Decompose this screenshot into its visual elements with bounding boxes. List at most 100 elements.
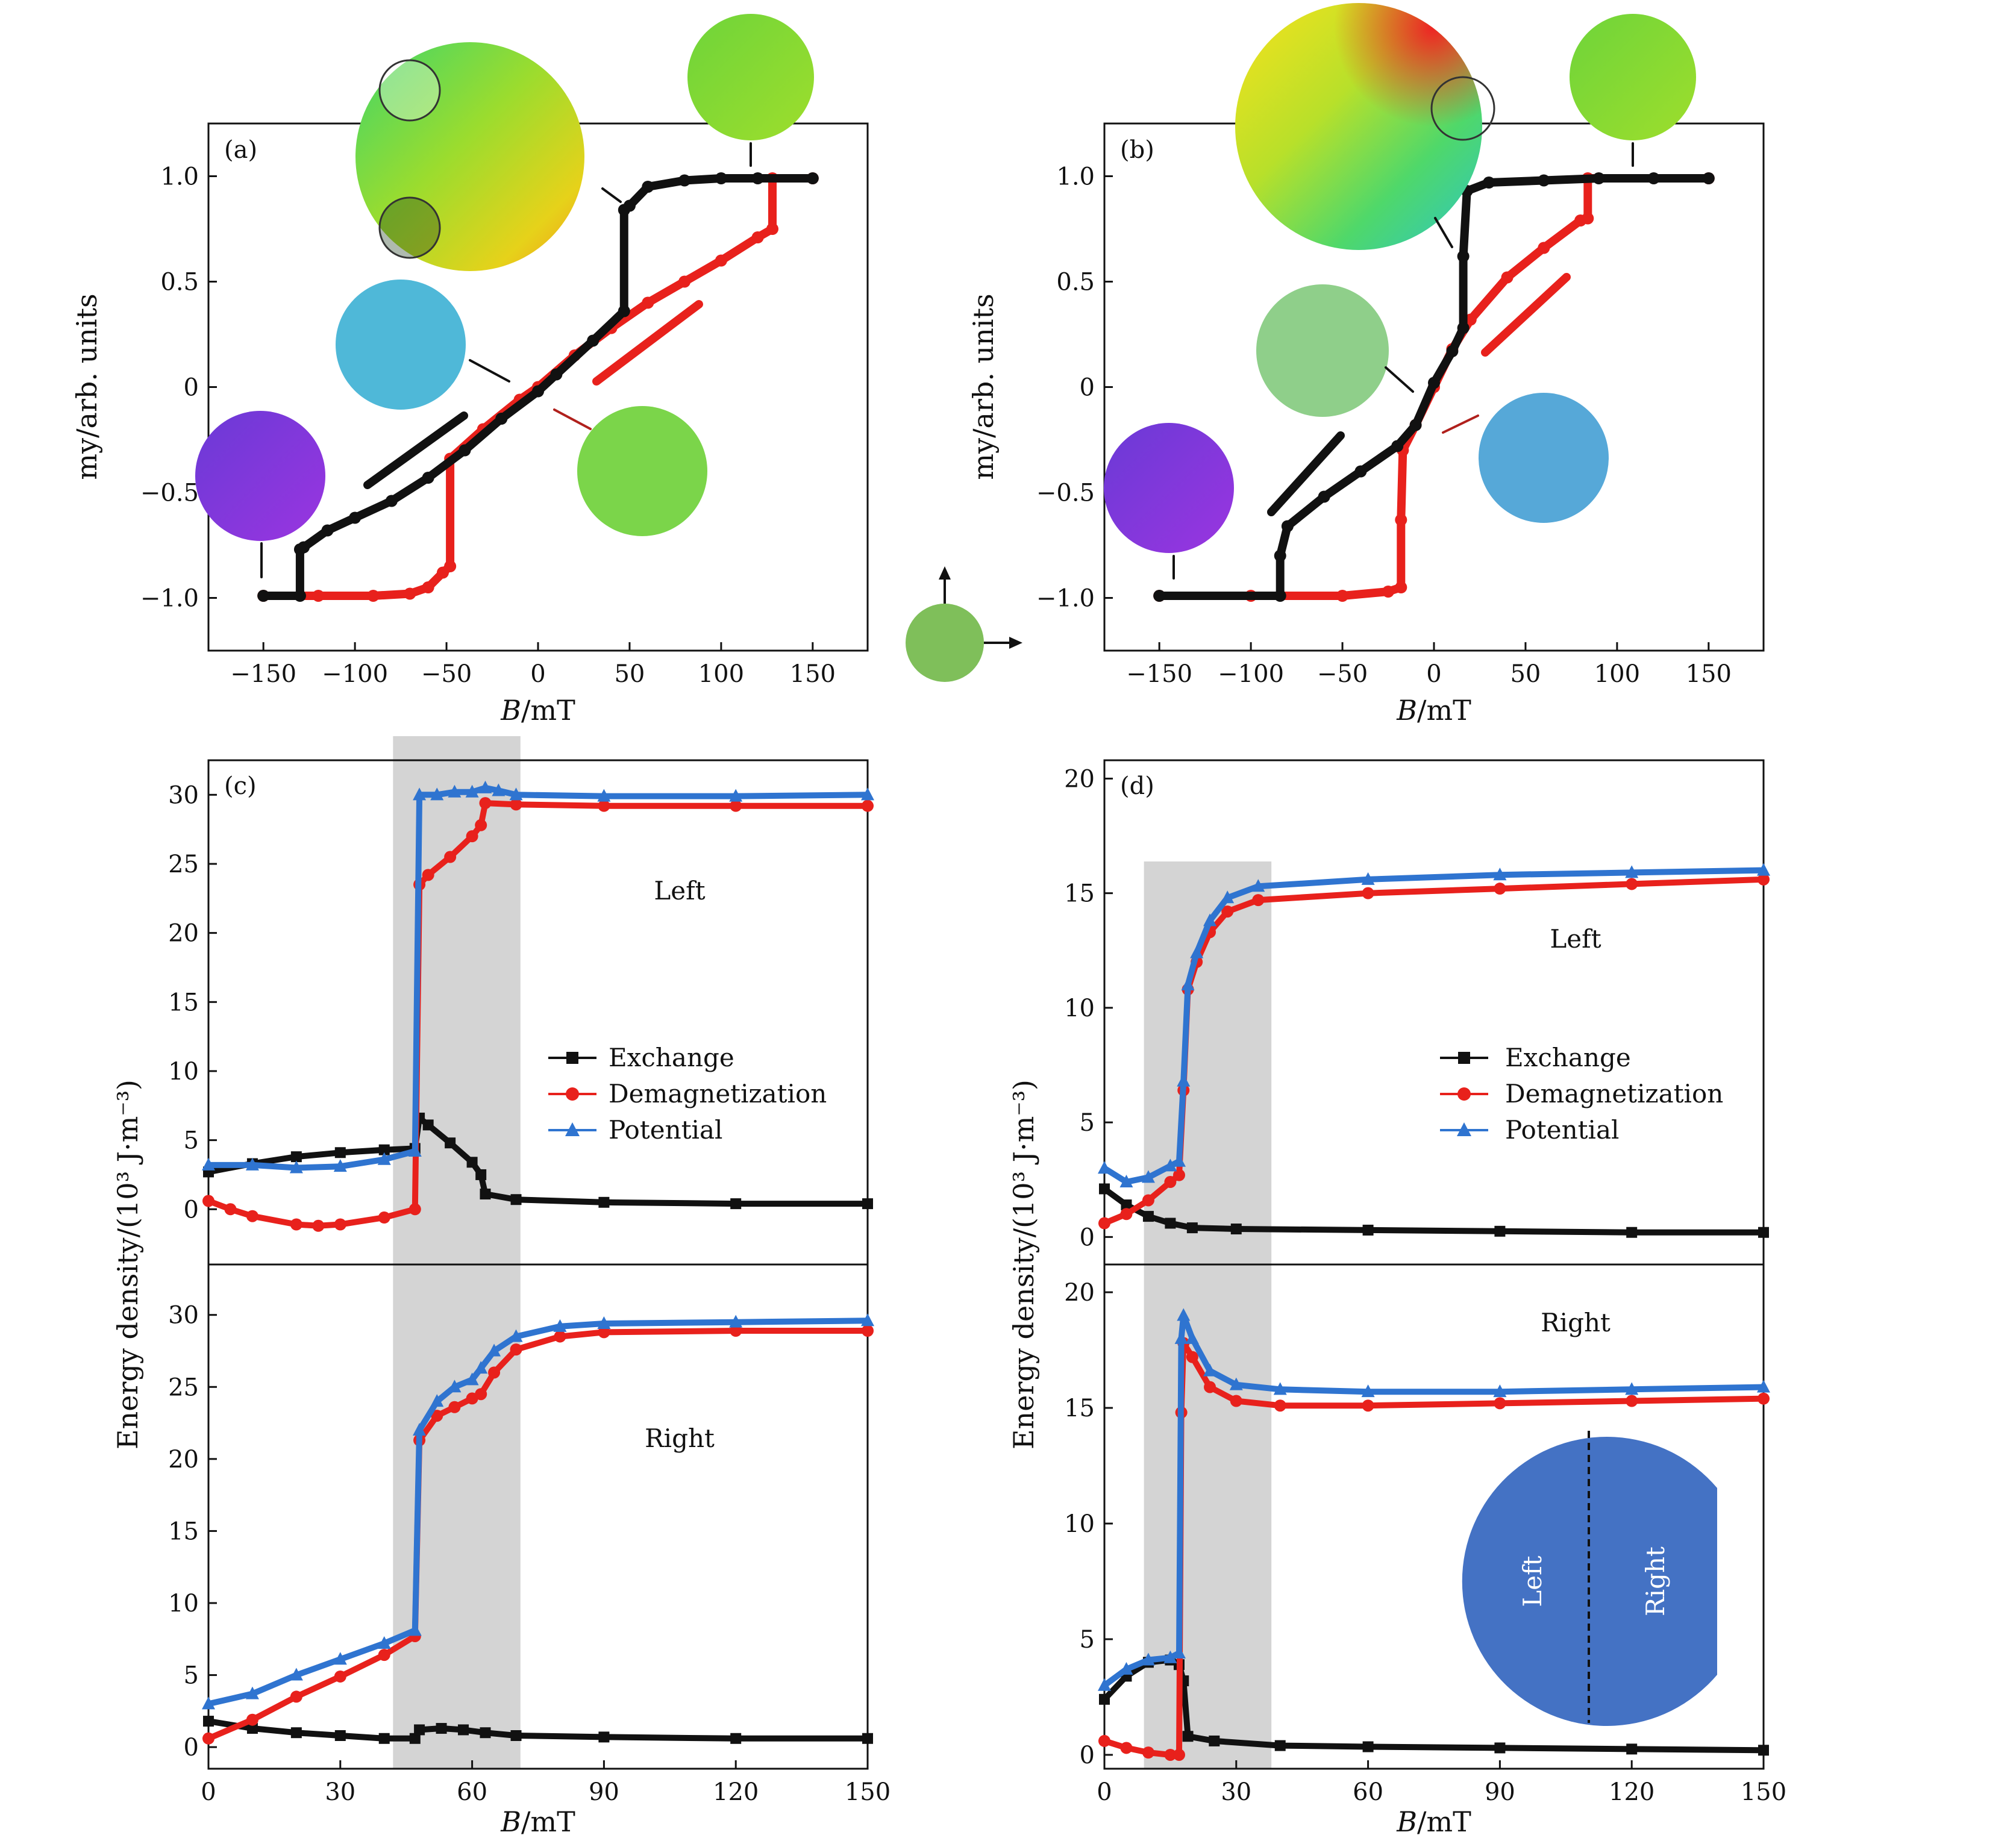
mb-series-0-point-12	[1354, 465, 1367, 478]
ed0-series-2-point-5	[1177, 1074, 1191, 1087]
x-tick-label: 60	[1353, 1778, 1383, 1806]
y-axis-label-c: Energy density/(10³ J·m⁻³)	[111, 1080, 144, 1449]
arrow-icon	[592, 300, 703, 386]
note-c-right: Right	[645, 1424, 715, 1453]
mb-series-0-point-6	[1457, 250, 1470, 263]
ec1-series-2-point-11	[487, 1343, 501, 1357]
ec0-series-2-point-13	[597, 789, 611, 802]
ec0-series-2-point-3	[333, 1159, 347, 1172]
arrow-icon	[1385, 366, 1414, 393]
legend-marker-potential	[565, 1122, 580, 1136]
mb-series-1-point-14	[1582, 212, 1594, 225]
mb-series-0-point-15	[1274, 549, 1286, 562]
snapshot-saturated-a	[687, 14, 814, 140]
ed0-series-0-point-1	[1121, 1199, 1132, 1211]
ed1-series-0-point-11	[1626, 1743, 1638, 1755]
ed0-series-2-point-6	[1181, 977, 1195, 990]
ed1-series-2-point-7	[1185, 1331, 1199, 1344]
y-tick-label: 10	[168, 1590, 199, 1618]
ec1-series-1-point-2	[290, 1690, 302, 1703]
ed1-series-2-point-11	[1361, 1384, 1375, 1398]
ec1-series-0-point-4	[378, 1733, 390, 1744]
y-tick-label: 5	[184, 1127, 199, 1155]
ec0-series-1-point-6	[378, 1211, 390, 1224]
data-layer	[202, 172, 1770, 1761]
ec1-series-2-point-7	[430, 1394, 444, 1407]
y-tick-label: 0	[1080, 374, 1095, 402]
ma-series-0-point-19	[293, 590, 306, 602]
ed1-series-0-point-6	[1182, 1731, 1194, 1742]
ed0-series-0-point-6	[1362, 1224, 1374, 1236]
mb-series-1-point-3	[1382, 586, 1395, 598]
ec0-series-2-point-2	[289, 1160, 303, 1174]
ec0-series-1-point-13	[479, 797, 492, 810]
x-tick-label: −100	[1218, 660, 1284, 688]
y-tick-label: 15	[168, 1518, 199, 1545]
ed1-series-2-point-6	[1177, 1308, 1191, 1321]
arrow-icon	[553, 408, 592, 430]
mb-series-1-point-4	[1395, 581, 1407, 593]
ma-series-0-point-6	[618, 204, 630, 216]
ed0-series-0-point-9	[1758, 1227, 1769, 1238]
snapshot-saturated-b	[1570, 14, 1696, 140]
arrow-icon	[601, 187, 622, 203]
ed1-series-2-point-0	[1098, 1678, 1111, 1691]
ec0-series-0-line	[205, 1114, 871, 1207]
snapshot-vortex-b-lower	[1479, 393, 1609, 523]
ec1-series-2-point-12	[509, 1329, 523, 1342]
ec1-series-2-point-16	[861, 1313, 874, 1327]
legend-marker-potential	[1457, 1122, 1471, 1136]
x-tick-label: 0	[1097, 1778, 1112, 1806]
ec1-series-1-point-12	[510, 1343, 522, 1356]
ed0-series-1-point-14	[1758, 873, 1770, 886]
ec0-series-0-point-14	[730, 1198, 742, 1210]
ec1-series-1-point-0	[202, 1732, 214, 1745]
y-tick-label: 0	[1080, 1742, 1095, 1769]
ed1-series-1-point-8	[1204, 1381, 1216, 1393]
ed0-series-2-point-4	[1172, 1154, 1186, 1167]
ed0-series-1-point-12	[1494, 883, 1506, 895]
ma-series-0-point-18	[293, 543, 306, 555]
ec1-series-0-point-11	[598, 1731, 610, 1743]
ma-series-0-point-10	[532, 385, 544, 398]
ec1-series-1-point-8	[448, 1401, 461, 1413]
y-tick-label: 20	[1064, 1279, 1095, 1307]
y-tick-label: 0.5	[160, 269, 199, 296]
shaded-ranges	[393, 736, 1272, 1769]
ed1-series-1-point-11	[1362, 1399, 1374, 1412]
ec1-series-2-point-6	[413, 1423, 427, 1436]
ec0-series-0-point-7	[422, 1119, 434, 1131]
ma-series-0-point-8	[587, 334, 599, 347]
ma-series-1-point-13	[642, 296, 654, 309]
ed0-series-2-point-3	[1163, 1158, 1177, 1172]
mb-series-0-point-13	[1318, 490, 1330, 503]
ec0-series-1-point-7	[409, 1203, 421, 1216]
ec1-series-1-point-7	[431, 1410, 443, 1422]
y-tick-label: −1.0	[1036, 585, 1095, 613]
ec1-series-0-point-6	[414, 1724, 425, 1736]
ec0-series-1-point-9	[422, 869, 434, 881]
ed1-series-1-point-13	[1626, 1395, 1638, 1407]
y-tick-label: 5	[1080, 1109, 1095, 1137]
ed1-series-0-point-12	[1758, 1745, 1769, 1756]
shaded-range-c	[393, 736, 521, 1769]
ec1-series-1-point-4	[378, 1649, 390, 1661]
ec1-series-1-point-10	[475, 1388, 487, 1401]
x-tick-label: 120	[1609, 1778, 1654, 1806]
color-wheel-y-arrowhead	[939, 566, 951, 580]
mb-series-1-point-10	[1464, 313, 1477, 326]
ma-series-0-point-7	[618, 305, 630, 317]
ec0-series-0-point-2	[290, 1151, 302, 1163]
snapshot-large-a	[355, 42, 584, 271]
ec0-series-2-point-14	[729, 789, 743, 802]
ed1-series-2-point-13	[1625, 1382, 1639, 1395]
ed0-series-2-point-7	[1190, 945, 1204, 958]
ed1-series-1-point-0	[1098, 1734, 1110, 1747]
x-axis-label-c: B/mT	[500, 1805, 575, 1838]
y-tick-label: 10	[1064, 995, 1095, 1022]
legend-exchange-label: Exchange	[1505, 1043, 1631, 1072]
mb-series-1-point-11	[1501, 271, 1514, 284]
ec1-series-0-point-13	[862, 1733, 873, 1744]
legend-potential-label: Potential	[609, 1115, 722, 1145]
ec1-series-1-point-11	[488, 1366, 501, 1379]
